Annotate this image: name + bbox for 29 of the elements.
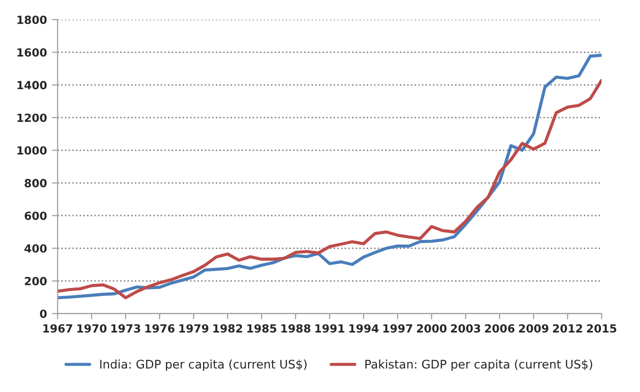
x-tick-label: 1973 bbox=[111, 324, 140, 333]
y-tick-label: 1000 bbox=[18, 146, 47, 155]
x-tick-label: 1994 bbox=[349, 324, 379, 333]
y-tick-label: 400 bbox=[24, 244, 47, 253]
x-tick-label: 1976 bbox=[145, 324, 174, 333]
y-tick-label: 200 bbox=[24, 276, 47, 286]
x-tick-label: 1985 bbox=[247, 324, 276, 333]
x-tick-label: 2006 bbox=[485, 324, 514, 333]
x-tick-label: 1967 bbox=[43, 324, 72, 333]
x-tick-label: 2009 bbox=[519, 324, 548, 333]
y-tick-label: 1600 bbox=[18, 48, 47, 57]
x-tick-label: 1979 bbox=[179, 324, 208, 333]
x-tick-label: 1988 bbox=[281, 324, 310, 333]
y-tick-label: 600 bbox=[24, 212, 47, 220]
legend-label: Pakistan: GDP per capita (current US$) bbox=[365, 360, 592, 371]
y-tick-label: 800 bbox=[24, 178, 47, 188]
y-tick-label: 1800 bbox=[18, 16, 47, 24]
x-tick-label: 1982 bbox=[213, 324, 242, 333]
legend-label: India: GDP per capita (current US$) bbox=[100, 360, 307, 371]
y-tick-label: 1200 bbox=[18, 114, 47, 122]
x-tick-label: 1997 bbox=[383, 324, 412, 333]
y-tick-label: 0 bbox=[40, 310, 47, 318]
x-tick-label: 1970 bbox=[77, 324, 107, 333]
x-tick-label: 2012 bbox=[553, 324, 582, 333]
y-tick-label: 1400 bbox=[18, 80, 47, 90]
x-tick-label: 1991 bbox=[315, 324, 344, 333]
x-tick-label: 2003 bbox=[451, 324, 480, 333]
x-tick-label: 2000 bbox=[417, 324, 447, 333]
x-tick-label: 2015 bbox=[587, 324, 616, 333]
